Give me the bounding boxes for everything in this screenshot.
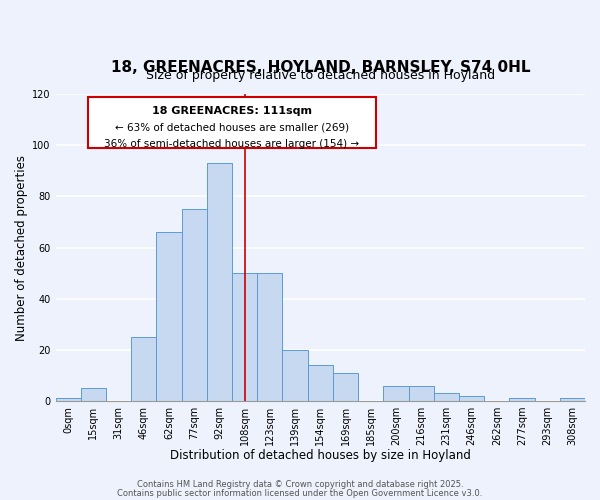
Text: ← 63% of detached houses are smaller (269): ← 63% of detached houses are smaller (26… — [115, 122, 349, 132]
Bar — [182, 210, 207, 401]
Text: 18 GREENACRES: 111sqm: 18 GREENACRES: 111sqm — [152, 106, 312, 116]
Bar — [434, 394, 459, 401]
Text: Contains HM Land Registry data © Crown copyright and database right 2025.: Contains HM Land Registry data © Crown c… — [137, 480, 463, 489]
Bar — [207, 163, 232, 401]
Bar — [409, 386, 434, 401]
Bar — [131, 337, 157, 401]
Text: Size of property relative to detached houses in Hoyland: Size of property relative to detached ho… — [146, 69, 495, 82]
Bar — [56, 398, 81, 401]
Y-axis label: Number of detached properties: Number of detached properties — [15, 154, 28, 340]
Bar — [257, 273, 283, 401]
Bar — [308, 365, 333, 401]
Bar — [509, 398, 535, 401]
Bar — [232, 273, 257, 401]
Bar — [560, 398, 585, 401]
Bar — [283, 350, 308, 401]
Text: Contains public sector information licensed under the Open Government Licence v3: Contains public sector information licen… — [118, 488, 482, 498]
Bar — [157, 232, 182, 401]
FancyBboxPatch shape — [88, 97, 376, 148]
Title: 18, GREENACRES, HOYLAND, BARNSLEY, S74 0HL: 18, GREENACRES, HOYLAND, BARNSLEY, S74 0… — [110, 60, 530, 75]
Bar — [333, 373, 358, 401]
Bar — [459, 396, 484, 401]
Bar — [383, 386, 409, 401]
X-axis label: Distribution of detached houses by size in Hoyland: Distribution of detached houses by size … — [170, 450, 471, 462]
Text: 36% of semi-detached houses are larger (154) →: 36% of semi-detached houses are larger (… — [104, 139, 359, 149]
Bar — [81, 388, 106, 401]
